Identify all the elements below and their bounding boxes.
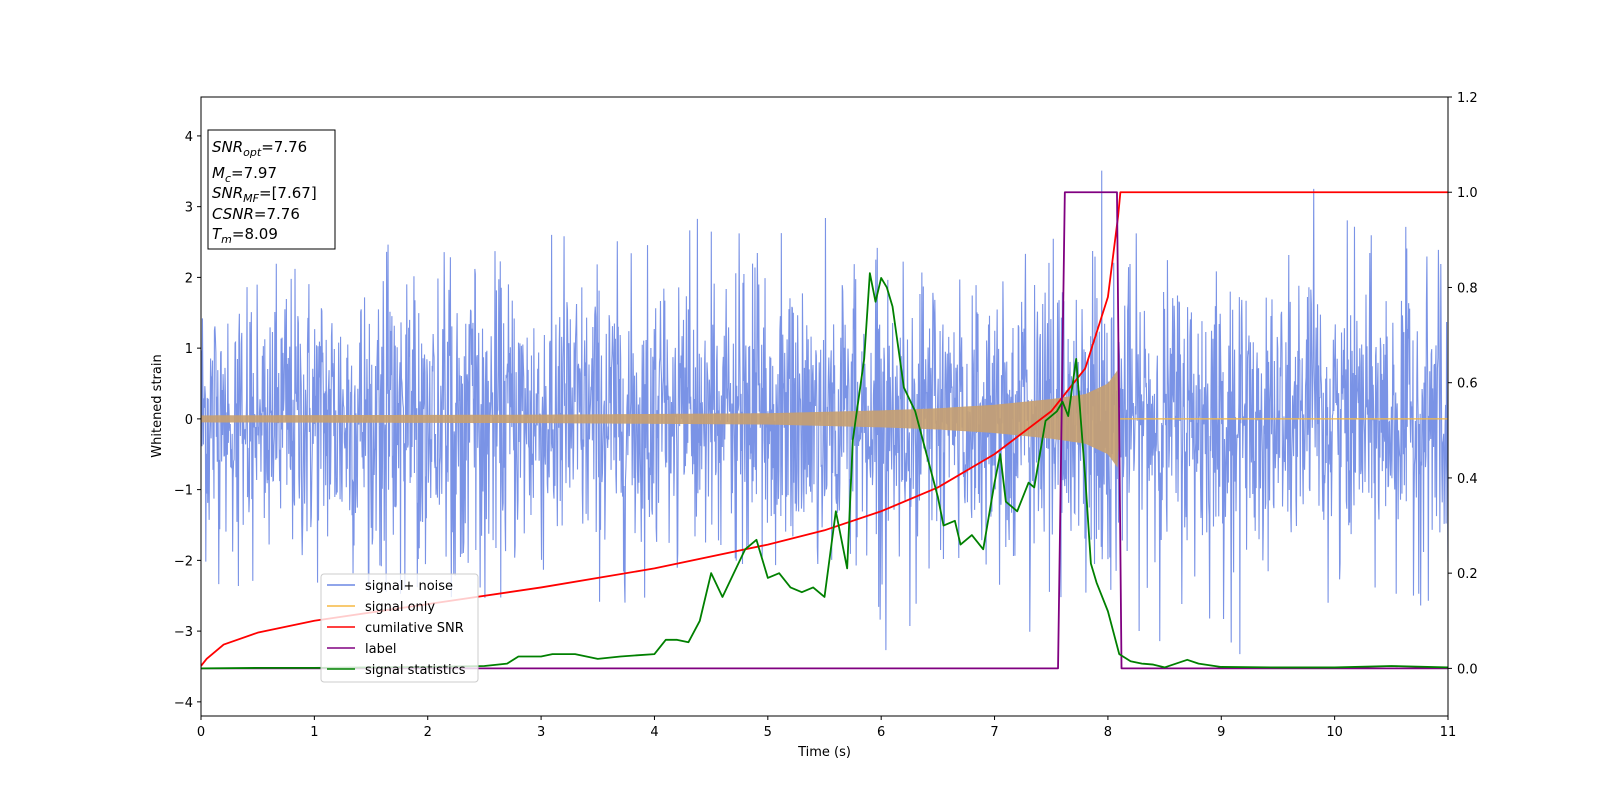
- y-left-tick-label: −2: [174, 554, 193, 569]
- info-box: SNRopt=7.76 Mc=7.97 SNRMF=[7.67] CSNR=7.…: [207, 129, 336, 250]
- x-tick-label: 0: [197, 725, 205, 740]
- legend-label-signal-noise: signal+ noise: [365, 579, 453, 594]
- info-mc: Mc=7.97: [212, 164, 277, 185]
- signal-only-envelope: [201, 370, 1448, 468]
- legend-item-signal-noise: signal+ noise: [327, 579, 453, 594]
- legend-label-cumulative-snr: cumilative SNR: [365, 621, 464, 636]
- x-tick-label: 2: [424, 725, 432, 740]
- info-snr-mf: SNRMF=[7.67]: [212, 184, 317, 205]
- signal-only-series: [201, 370, 1448, 468]
- y-right-tick-label: 1.0: [1457, 186, 1478, 201]
- y-left-tick-label: −3: [174, 625, 193, 640]
- legend-item-label: label: [327, 642, 396, 657]
- legend-label-signal-only: signal only: [365, 600, 435, 615]
- y-left-tick-label: −1: [174, 484, 193, 499]
- signal-noise-line: [201, 170, 1448, 655]
- legend-item-signal-only: signal only: [327, 600, 435, 615]
- legend-item-signal-statistics: signal statistics: [327, 663, 466, 678]
- x-tick-label: 11: [1440, 725, 1457, 740]
- y-left-tick-label: 0: [185, 413, 193, 428]
- y-right-tick-label: 0.0: [1457, 662, 1478, 677]
- y-right-tick-label: 0.6: [1457, 377, 1478, 392]
- info-csnr: CSNR=7.76: [212, 205, 300, 223]
- noise-series: [201, 170, 1448, 655]
- cumulative-snr-line: [201, 191, 1448, 667]
- y-left-tick-label: 1: [185, 342, 193, 357]
- x-tick-label: 9: [1217, 725, 1225, 740]
- y-left-tick-label: −4: [174, 696, 193, 711]
- info-box-frame: [207, 129, 336, 250]
- x-tick-label: 4: [650, 725, 658, 740]
- x-tick-label: 6: [877, 725, 885, 740]
- label-line: [201, 191, 1448, 670]
- signal-statistics-line: [201, 272, 1448, 670]
- legend-item-cumulative-snr: cumilative SNR: [327, 621, 464, 636]
- plot-frame: [200, 96, 1449, 717]
- legend: signal+ noise signal only cumilative SNR…: [320, 573, 479, 683]
- y-right-tick-label: 0.2: [1457, 567, 1478, 582]
- y-right-tick-label: 1.2: [1457, 91, 1478, 106]
- legend-label-label: label: [365, 642, 396, 657]
- x-axis-label: Time (s): [797, 745, 851, 760]
- legend-frame: [320, 573, 479, 683]
- y-right-tick-label: 0.8: [1457, 281, 1478, 296]
- x-tick-label: 1: [310, 725, 318, 740]
- y-right-tick-label: 0.4: [1457, 472, 1478, 487]
- y-left-tick-label: 2: [185, 271, 193, 286]
- x-tick-label: 10: [1326, 725, 1343, 740]
- info-tm: Tm=8.09: [212, 225, 278, 246]
- legend-label-signal-statistics: signal statistics: [365, 663, 466, 678]
- x-tick-label: 8: [1104, 725, 1112, 740]
- x-tick-label: 5: [764, 725, 772, 740]
- y-left-tick-label: 3: [185, 201, 193, 216]
- info-snr-opt: SNRopt=7.76: [212, 138, 307, 159]
- y-left-tick-label: 4: [185, 130, 193, 145]
- x-tick-label: 3: [537, 725, 545, 740]
- x-tick-label: 7: [990, 725, 998, 740]
- y-axis-label: Whitened strain: [150, 354, 165, 457]
